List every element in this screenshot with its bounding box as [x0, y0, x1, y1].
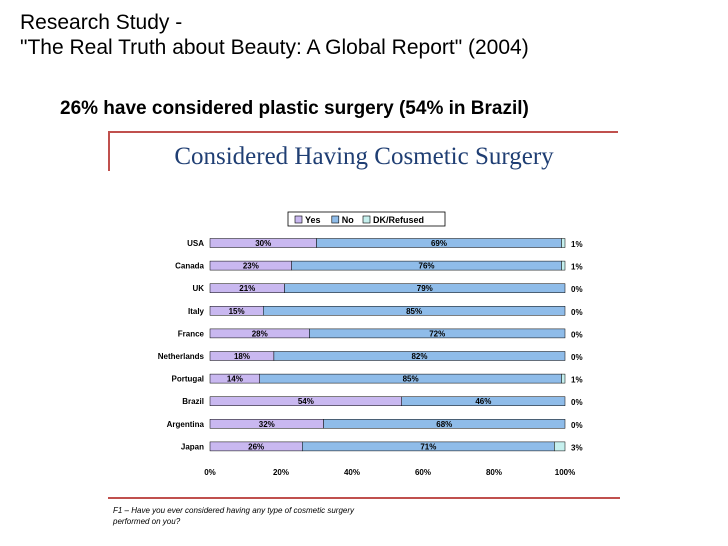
data-label-4-0: 28%	[252, 329, 268, 338]
bar-8-1	[323, 419, 566, 429]
data-label-4-1: 72%	[429, 329, 445, 338]
data-label-0-0: 30%	[255, 239, 271, 248]
category-label-4: France	[178, 329, 205, 338]
data-label-1-0: 23%	[243, 262, 259, 271]
heading-line-2: "The Real Truth about Beauty: A Global R…	[20, 36, 529, 59]
data-label-3-2: 0%	[571, 308, 583, 317]
data-label-7-2: 0%	[571, 398, 583, 407]
x-tick-label-2: 40%	[344, 468, 360, 477]
data-label-1-2: 1%	[571, 263, 583, 272]
left-red-rule	[108, 131, 110, 171]
x-tick-label-4: 80%	[486, 468, 502, 477]
bar-6-2	[561, 373, 566, 384]
bar-4-1	[309, 328, 566, 339]
data-label-8-0: 32%	[259, 420, 275, 429]
bar-2-1	[284, 283, 566, 293]
footnote: F1 – Have you ever considered having any…	[113, 505, 373, 527]
bar-5-1	[273, 351, 566, 361]
x-tick-label-1: 20%	[273, 468, 289, 477]
footnote-line-1: F1 – Have you ever considered having any…	[113, 506, 355, 515]
top-red-rule	[108, 131, 618, 133]
data-label-2-2: 0%	[571, 285, 583, 294]
data-label-8-1: 68%	[436, 420, 452, 429]
data-label-6-0: 14%	[227, 375, 243, 384]
data-label-7-1: 46%	[475, 397, 491, 406]
bar-9-2	[554, 441, 566, 452]
data-label-9-1: 71%	[420, 442, 436, 451]
category-label-0: USA	[187, 239, 204, 248]
heading-line-1: Research Study -	[20, 11, 183, 34]
data-label-7-0: 54%	[298, 397, 314, 406]
x-tick-label-3: 60%	[415, 468, 431, 477]
category-label-3: Italy	[188, 307, 205, 316]
category-label-2: UK	[192, 284, 204, 293]
data-label-2-0: 21%	[239, 284, 255, 293]
footnote-line-2: performed on you?	[113, 517, 181, 526]
data-label-6-2: 1%	[571, 376, 583, 385]
data-label-9-0: 26%	[248, 442, 264, 451]
category-label-9: Japan	[181, 442, 204, 451]
bar-0-2	[561, 238, 566, 248]
category-label-8: Argentina	[167, 420, 205, 429]
x-tick-label-0: 0%	[204, 468, 216, 477]
bar-3-1	[263, 306, 566, 316]
data-label-3-0: 15%	[229, 307, 245, 316]
category-label-7: Brazil	[182, 397, 204, 406]
bar-1-2	[561, 260, 566, 271]
bar-7-1	[401, 396, 566, 406]
data-label-1-1: 76%	[419, 262, 435, 271]
category-label-5: Netherlands	[158, 352, 205, 361]
data-label-5-0: 18%	[234, 352, 250, 361]
x-tick-label-5: 100%	[555, 468, 575, 477]
legend-swatch-0	[294, 215, 303, 224]
data-label-0-1: 69%	[431, 239, 447, 248]
subheading: 26% have considered plastic surgery (54%…	[60, 98, 529, 119]
data-label-5-1: 82%	[411, 352, 427, 361]
category-label-1: Canada	[175, 262, 204, 271]
data-label-3-1: 85%	[406, 307, 422, 316]
legend-label-2: DK/Refused	[373, 215, 424, 225]
legend-swatch-2	[362, 215, 371, 224]
chart-title: Considered Having Cosmetic Surgery	[174, 143, 554, 170]
data-label-6-1: 85%	[403, 375, 419, 384]
data-label-8-2: 0%	[571, 421, 583, 430]
data-label-4-2: 0%	[571, 330, 583, 339]
legend-label-1: No	[342, 215, 354, 225]
data-label-2-1: 79%	[417, 284, 433, 293]
category-label-6: Portugal	[172, 375, 204, 384]
legend-label-0: Yes	[305, 215, 321, 225]
bottom-red-rule	[108, 497, 620, 499]
legend-swatch-1	[331, 215, 340, 224]
page-heading: Research Study - "The Real Truth about B…	[20, 10, 529, 60]
data-label-5-2: 0%	[571, 353, 583, 362]
data-label-9-2: 3%	[571, 443, 583, 452]
data-label-0-2: 1%	[571, 240, 583, 249]
